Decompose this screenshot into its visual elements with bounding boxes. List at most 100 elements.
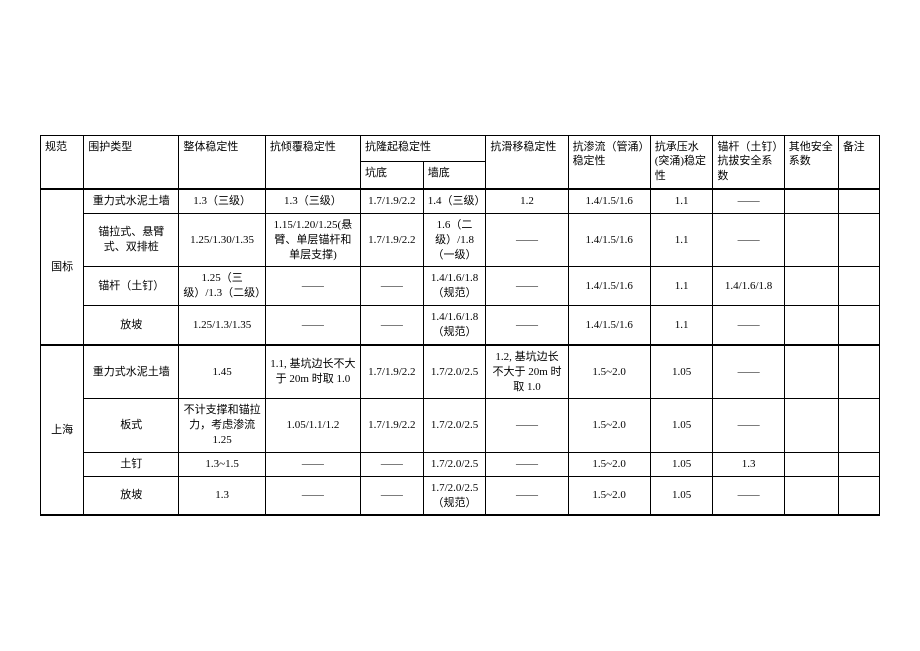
table-row: 锚拉式、悬臂式、双排桩1.25/1.30/1.351.15/1.20/1.25(… xyxy=(41,213,880,267)
slide-cell: —— xyxy=(486,267,568,306)
qd-cell: 1.6（二级）/1.8（一级） xyxy=(423,213,486,267)
other-cell xyxy=(784,452,838,476)
header-whole: 整体稳定性 xyxy=(179,135,265,189)
header-seep: 抗渗流（管涌）稳定性 xyxy=(568,135,650,189)
slide-cell: —— xyxy=(486,399,568,453)
note-cell xyxy=(838,213,879,267)
qd-cell: 1.7/2.0/2.5（规范） xyxy=(423,476,486,515)
table-row: 板式不计支撑和锚拉力，考虑渗流 1.251.05/1.1/1.21.7/1.9/… xyxy=(41,399,880,453)
bear-cell: 1.05 xyxy=(650,452,713,476)
seep-cell: 1.5~2.0 xyxy=(568,452,650,476)
bear-cell: 1.05 xyxy=(650,476,713,515)
kd-cell: —— xyxy=(361,267,424,306)
other-cell xyxy=(784,476,838,515)
whole-cell: 1.25/1.30/1.35 xyxy=(179,213,265,267)
seep-cell: 1.4/1.5/1.6 xyxy=(568,189,650,213)
spec-cell: 国标 xyxy=(41,189,84,345)
header-spec: 规范 xyxy=(41,135,84,189)
seep-cell: 1.4/1.5/1.6 xyxy=(568,213,650,267)
seep-cell: 1.5~2.0 xyxy=(568,399,650,453)
type-cell: 放坡 xyxy=(84,306,179,345)
type-cell: 重力式水泥土墙 xyxy=(84,189,179,213)
anchor-cell: —— xyxy=(713,306,784,345)
slide-cell: —— xyxy=(486,213,568,267)
whole-cell: 1.25（三级）/1.3（二级） xyxy=(179,267,265,306)
overturn-cell: —— xyxy=(265,267,360,306)
overturn-cell: 1.05/1.1/1.2 xyxy=(265,399,360,453)
seep-cell: 1.4/1.5/1.6 xyxy=(568,267,650,306)
anchor-cell: 1.4/1.6/1.8 xyxy=(713,267,784,306)
overturn-cell: —— xyxy=(265,476,360,515)
other-cell xyxy=(784,399,838,453)
other-cell xyxy=(784,189,838,213)
slide-cell: 1.2 xyxy=(486,189,568,213)
kd-cell: 1.7/1.9/2.2 xyxy=(361,345,424,399)
anchor-cell: 1.3 xyxy=(713,452,784,476)
overturn-cell: 1.1, 基坑边长不大于 20m 时取 1.0 xyxy=(265,345,360,399)
bear-cell: 1.1 xyxy=(650,189,713,213)
table-row: 放坡1.25/1.3/1.35————1.4/1.6/1.8（规范）——1.4/… xyxy=(41,306,880,345)
type-cell: 放坡 xyxy=(84,476,179,515)
safety-factor-table: 规范 围护类型 整体稳定性 抗倾覆稳定性 抗隆起稳定性 抗滑移稳定性 抗渗流（管… xyxy=(40,135,880,517)
note-cell xyxy=(838,189,879,213)
kd-cell: —— xyxy=(361,452,424,476)
note-cell xyxy=(838,452,879,476)
other-cell xyxy=(784,306,838,345)
kd-cell: 1.7/1.9/2.2 xyxy=(361,213,424,267)
bear-cell: 1.05 xyxy=(650,399,713,453)
header-anchor: 锚杆（土钉）抗拔安全系数 xyxy=(713,135,784,189)
slide-cell: —— xyxy=(486,306,568,345)
qd-cell: 1.7/2.0/2.5 xyxy=(423,452,486,476)
overturn-cell: —— xyxy=(265,306,360,345)
type-cell: 板式 xyxy=(84,399,179,453)
header-slide: 抗滑移稳定性 xyxy=(486,135,568,189)
whole-cell: 1.45 xyxy=(179,345,265,399)
slide-cell: 1.2, 基坑边长不大于 20m 时取 1.0 xyxy=(486,345,568,399)
type-cell: 锚杆（土钉） xyxy=(84,267,179,306)
header-overturn: 抗倾覆稳定性 xyxy=(265,135,360,189)
type-cell: 锚拉式、悬臂式、双排桩 xyxy=(84,213,179,267)
qd-cell: 1.7/2.0/2.5 xyxy=(423,399,486,453)
anchor-cell: —— xyxy=(713,213,784,267)
whole-cell: 1.25/1.3/1.35 xyxy=(179,306,265,345)
seep-cell: 1.5~2.0 xyxy=(568,476,650,515)
note-cell xyxy=(838,267,879,306)
other-cell xyxy=(784,345,838,399)
header-note: 备注 xyxy=(838,135,879,189)
other-cell xyxy=(784,267,838,306)
table-body: 国标重力式水泥土墙1.3（三级）1.3（三级）1.7/1.9/2.21.4（三级… xyxy=(41,189,880,515)
note-cell xyxy=(838,476,879,515)
qd-cell: 1.4/1.6/1.8（规范） xyxy=(423,306,486,345)
note-cell xyxy=(838,306,879,345)
whole-cell: 不计支撑和锚拉力，考虑渗流 1.25 xyxy=(179,399,265,453)
table-row: 锚杆（土钉）1.25（三级）/1.3（二级）————1.4/1.6/1.8（规范… xyxy=(41,267,880,306)
kd-cell: 1.7/1.9/2.2 xyxy=(361,189,424,213)
seep-cell: 1.4/1.5/1.6 xyxy=(568,306,650,345)
overturn-cell: 1.15/1.20/1.25(悬臂、单层锚杆和单层支撑) xyxy=(265,213,360,267)
whole-cell: 1.3~1.5 xyxy=(179,452,265,476)
table-row: 上海重力式水泥土墙1.451.1, 基坑边长不大于 20m 时取 1.01.7/… xyxy=(41,345,880,399)
anchor-cell: —— xyxy=(713,476,784,515)
header-heave-qd: 墙底 xyxy=(423,162,486,189)
bear-cell: 1.1 xyxy=(650,267,713,306)
slide-cell: —— xyxy=(486,452,568,476)
note-cell xyxy=(838,345,879,399)
type-cell: 重力式水泥土墙 xyxy=(84,345,179,399)
qd-cell: 1.4/1.6/1.8（规范） xyxy=(423,267,486,306)
whole-cell: 1.3 xyxy=(179,476,265,515)
header-type: 围护类型 xyxy=(84,135,179,189)
header-heave: 抗隆起稳定性 xyxy=(361,135,486,162)
header-bear: 抗承压水(突涌)稳定性 xyxy=(650,135,713,189)
whole-cell: 1.3（三级） xyxy=(179,189,265,213)
note-cell xyxy=(838,399,879,453)
type-cell: 土钉 xyxy=(84,452,179,476)
overturn-cell: —— xyxy=(265,452,360,476)
kd-cell: —— xyxy=(361,306,424,345)
bear-cell: 1.05 xyxy=(650,345,713,399)
seep-cell: 1.5~2.0 xyxy=(568,345,650,399)
slide-cell: —— xyxy=(486,476,568,515)
anchor-cell: —— xyxy=(713,399,784,453)
kd-cell: 1.7/1.9/2.2 xyxy=(361,399,424,453)
overturn-cell: 1.3（三级） xyxy=(265,189,360,213)
header-other: 其他安全系数 xyxy=(784,135,838,189)
